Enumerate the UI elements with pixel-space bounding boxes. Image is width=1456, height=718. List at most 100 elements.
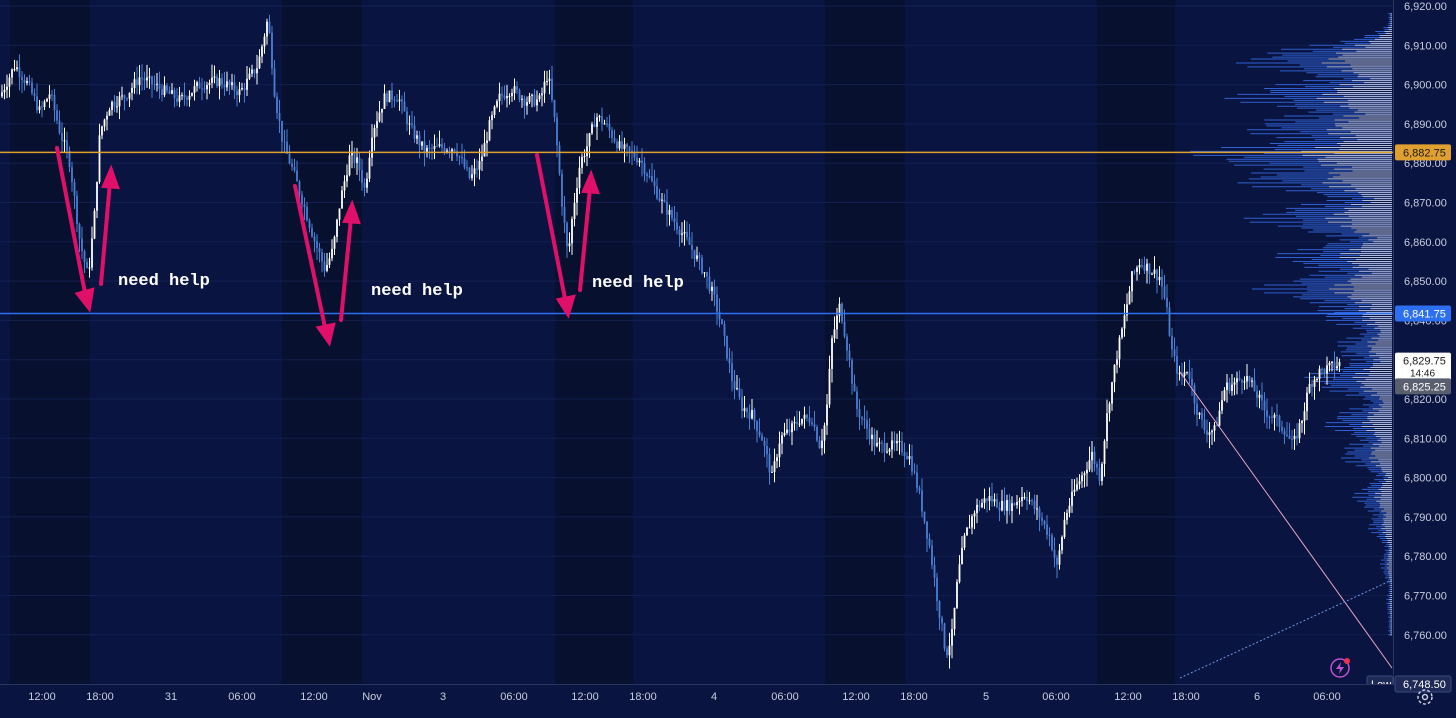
candle-body xyxy=(263,36,266,47)
candle-body xyxy=(291,163,293,167)
candle-body xyxy=(176,98,178,102)
candle-body xyxy=(41,106,43,108)
candle-body xyxy=(1266,410,1268,417)
candle-body xyxy=(826,404,828,426)
candle-body xyxy=(641,160,643,164)
candle-body xyxy=(1073,489,1076,492)
candle-body xyxy=(301,194,303,205)
candle-body xyxy=(733,381,736,390)
candle-body xyxy=(311,227,313,237)
candle-body xyxy=(681,233,683,235)
candle-body xyxy=(1146,263,1148,271)
candle-body xyxy=(393,99,396,101)
candle-body xyxy=(848,350,851,361)
horizontal-levels[interactable] xyxy=(0,151,1394,315)
price-tick-label: 6,760.00 xyxy=(1404,630,1447,642)
candle-body xyxy=(1258,394,1261,398)
candle-body xyxy=(261,46,263,57)
trend-line-up[interactable] xyxy=(1179,579,1393,679)
candle-body xyxy=(1293,435,1296,440)
candle-body xyxy=(613,138,616,142)
candle-body xyxy=(521,98,523,100)
time-tick-label: 31 xyxy=(165,691,177,703)
candle-body xyxy=(131,87,133,93)
candle-body xyxy=(596,117,598,127)
candle-body xyxy=(1311,384,1313,387)
candle-body xyxy=(141,77,143,79)
candle-body xyxy=(363,182,366,188)
candle-body xyxy=(871,434,873,440)
time-tick-label: 12:00 xyxy=(1114,691,1142,703)
candle-body xyxy=(573,202,576,220)
candle-body xyxy=(21,77,23,81)
candle-body xyxy=(578,167,581,189)
candle-body xyxy=(688,237,691,245)
candle-body xyxy=(293,166,296,171)
candle-body xyxy=(686,231,688,238)
candle-body xyxy=(368,157,371,179)
candle-body xyxy=(31,82,33,94)
candle-body xyxy=(173,90,176,99)
candle-body xyxy=(616,141,618,149)
candle-body xyxy=(541,93,543,96)
candle-body xyxy=(1163,286,1166,298)
arrow-down-2 xyxy=(293,184,328,334)
candle-body xyxy=(958,564,961,582)
time-tick-label: Nov xyxy=(362,691,382,703)
candle-body xyxy=(883,443,886,452)
candle-body xyxy=(1116,359,1118,365)
price-tick-label: 6,780.00 xyxy=(1404,551,1447,563)
candle-body xyxy=(228,81,231,86)
time-axis-background[interactable] xyxy=(0,684,1394,713)
arrow-head-1 xyxy=(74,287,95,313)
candle-body xyxy=(908,456,911,459)
candle-body xyxy=(166,85,168,91)
candle-body xyxy=(28,81,31,83)
candle-body xyxy=(1138,265,1141,268)
candle-body xyxy=(1291,438,1293,440)
candle-body xyxy=(858,409,861,418)
candle-body xyxy=(1218,410,1221,426)
candle-body xyxy=(783,432,786,436)
candle-body xyxy=(451,149,453,152)
candle-body xyxy=(253,69,256,74)
candle-body xyxy=(163,85,166,95)
candle-body xyxy=(276,96,278,114)
candle-body xyxy=(558,145,561,174)
trend-line-down[interactable] xyxy=(1179,371,1393,669)
candle-body xyxy=(638,160,641,163)
candle-body xyxy=(978,504,981,508)
candle-body xyxy=(341,190,343,209)
candle-body xyxy=(761,435,763,441)
candle-body xyxy=(133,79,136,88)
price-axis-background[interactable] xyxy=(1394,0,1456,690)
candle-body xyxy=(8,77,11,87)
candle-body xyxy=(1121,328,1123,338)
candle-body xyxy=(1018,501,1021,503)
candle-body xyxy=(778,443,781,458)
candle-body xyxy=(401,99,403,102)
candle-body xyxy=(483,143,486,157)
candle-body xyxy=(396,100,398,102)
candle-body xyxy=(423,141,426,153)
candle-body xyxy=(298,181,301,195)
candle-body xyxy=(693,249,696,260)
candle-body xyxy=(283,141,286,143)
candle-body xyxy=(446,150,448,152)
candle-body xyxy=(128,92,131,99)
settings-gear-icon[interactable] xyxy=(1417,689,1433,705)
annotation-label-3: need help xyxy=(592,274,684,293)
replay-lightning-icon[interactable] xyxy=(1330,658,1350,678)
candle-body xyxy=(683,231,686,234)
candle-body xyxy=(1301,420,1303,424)
candle-body xyxy=(628,146,631,152)
candle-body xyxy=(756,421,758,432)
candle-body xyxy=(113,101,116,107)
candle-body xyxy=(1143,265,1146,271)
candle-body xyxy=(83,251,86,263)
candle-body xyxy=(973,513,976,517)
candle-body xyxy=(518,89,521,100)
